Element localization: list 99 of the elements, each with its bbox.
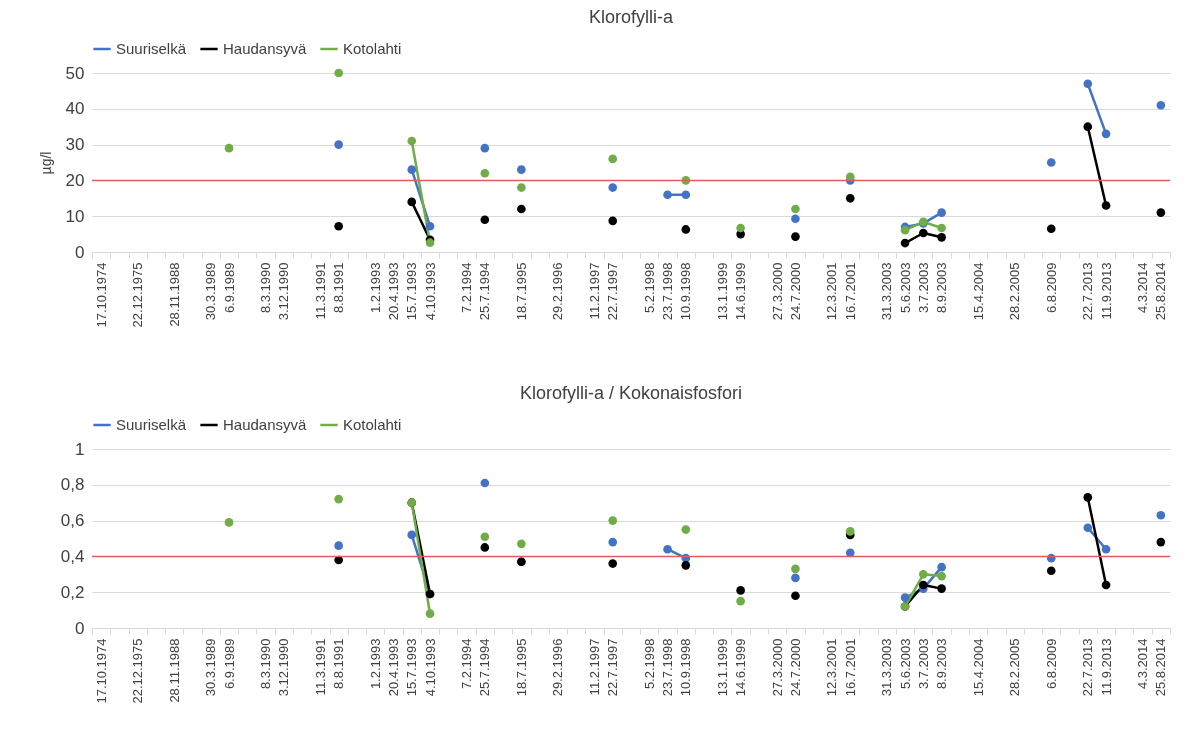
chart-title: Klorofylli-a / Kokonaisfosfori [519, 383, 743, 403]
x-tick-label: 30.3.1989 [203, 262, 219, 321]
x-tick-label: 4.3.2014 [1135, 262, 1151, 314]
legend-label: Suuriselkä [116, 40, 187, 57]
x-tick-label: 10.9.1998 [678, 638, 694, 697]
x-tick-label: 3.12.1990 [276, 262, 292, 321]
y-tick-label: 0,6 [60, 511, 85, 531]
x-tick-label: 11.9.2013 [1098, 638, 1114, 696]
x-tick-label: 25.8.2014 [1153, 638, 1169, 697]
x-tick-label: 14.6.1999 [733, 638, 749, 697]
x-tick-label: 5.2.1998 [641, 262, 657, 314]
y-tick-label: 50 [65, 63, 85, 83]
x-tick-label: 29.2.1996 [550, 638, 566, 697]
x-tick-label: 17.10.1974 [93, 262, 109, 328]
x-tick-label: 24.7.2000 [787, 638, 803, 697]
y-tick-label: 0,8 [60, 475, 85, 495]
x-tick-label: 12.3.2001 [824, 262, 840, 321]
x-tick-label: 28.11.1988 [166, 638, 182, 703]
x-tick-label: 18.7.1995 [513, 262, 529, 321]
x-tick-label: 13.1.1999 [714, 638, 730, 697]
legend-label: Kotolahti [343, 40, 402, 57]
x-tick-label: 23.7.1998 [660, 262, 676, 321]
x-tick-label: 5.6.2003 [897, 638, 913, 690]
x-tick-label: 6.8.2009 [1043, 638, 1059, 690]
y-tick-label: 0,4 [60, 546, 85, 566]
x-tick-label: 6.8.2009 [1043, 262, 1059, 314]
y-tick-label: 1 [75, 439, 85, 459]
x-tick-label: 11.9.2013 [1098, 262, 1114, 320]
legend-label: Haudansyvä [223, 40, 308, 57]
y-tick-label: 40 [65, 99, 85, 119]
x-tick-label: 8.3.1990 [258, 638, 274, 690]
x-tick-label: 8.9.2003 [934, 638, 950, 690]
x-tick-label: 8.3.1990 [258, 262, 274, 314]
y-axis-title: µg/l [37, 151, 54, 175]
x-tick-label: 16.7.2001 [842, 638, 858, 697]
y-tick-label: 0,2 [60, 582, 85, 602]
legend-label: Haudansyvä [223, 416, 308, 433]
x-tick-label: 31.3.2003 [879, 638, 895, 697]
x-tick-label: 22.7.2013 [1080, 262, 1096, 321]
y-tick-label: 0 [75, 242, 85, 262]
x-tick-label: 15.7.1993 [404, 638, 420, 697]
x-tick-label: 15.4.2004 [970, 638, 986, 697]
x-tick-label: 16.7.2001 [842, 262, 858, 321]
x-tick-label: 3.7.2003 [915, 638, 931, 690]
x-tick-label: 23.7.1998 [660, 638, 676, 697]
x-tick-label: 1.2.1993 [367, 262, 383, 314]
x-tick-label: 22.12.1975 [130, 262, 146, 328]
x-tick-label: 14.6.1999 [733, 262, 749, 321]
x-tick-label: 25.7.1994 [477, 638, 493, 697]
x-tick-label: 7.2.1994 [459, 262, 475, 314]
x-tick-label: 4.3.2014 [1135, 638, 1151, 690]
x-tick-label: 12.3.2001 [824, 638, 840, 697]
x-tick-label: 29.2.1996 [550, 262, 566, 321]
x-tick-label: 25.7.1994 [477, 262, 493, 321]
y-tick-label: 20 [65, 170, 85, 190]
x-tick-label: 11.2.1997 [586, 262, 602, 320]
x-tick-label: 25.8.2014 [1153, 262, 1169, 321]
x-tick-label: 20.4.1993 [385, 262, 401, 321]
x-tick-label: 3.12.1990 [276, 638, 292, 697]
x-tick-label: 20.4.1993 [385, 638, 401, 697]
x-tick-label: 22.7.1997 [605, 638, 621, 697]
x-tick-label: 28.2.2005 [1007, 262, 1023, 321]
x-tick-label: 11.3.1991 [312, 262, 328, 320]
x-tick-label: 27.3.2000 [769, 262, 785, 321]
x-tick-label: 8.8.1991 [331, 638, 347, 690]
x-tick-label: 31.3.2003 [879, 262, 895, 321]
y-tick-label: 0 [75, 618, 85, 638]
x-tick-label: 8.8.1991 [331, 262, 347, 314]
legend-label: Suuriselkä [116, 416, 187, 433]
x-tick-label: 22.7.1997 [605, 262, 621, 321]
x-tick-label: 27.3.2000 [769, 638, 785, 697]
x-tick-label: 30.3.1989 [203, 638, 219, 697]
x-tick-label: 6.9.1989 [221, 262, 237, 314]
x-tick-label: 15.4.2004 [970, 262, 986, 321]
x-tick-label: 11.3.1991 [312, 638, 328, 696]
x-tick-label: 4.10.1993 [422, 638, 438, 697]
x-tick-label: 8.9.2003 [934, 262, 950, 314]
x-tick-label: 7.2.1994 [459, 638, 475, 690]
x-tick-label: 17.10.1974 [93, 638, 109, 704]
x-tick-label: 28.11.1988 [166, 262, 182, 327]
x-tick-label: 24.7.2000 [787, 262, 803, 321]
x-tick-label: 5.2.1998 [641, 638, 657, 690]
x-tick-label: 3.7.2003 [915, 262, 931, 314]
x-tick-label: 13.1.1999 [714, 262, 730, 321]
x-tick-label: 5.6.2003 [897, 262, 913, 314]
x-tick-label: 15.7.1993 [404, 262, 420, 321]
chart-title: Klorofylli-a [588, 7, 674, 27]
x-tick-label: 1.2.1993 [367, 638, 383, 690]
x-tick-label: 6.9.1989 [221, 638, 237, 690]
legend-label: Kotolahti [343, 416, 402, 433]
x-tick-label: 22.7.2013 [1080, 638, 1096, 697]
x-tick-label: 11.2.1997 [586, 638, 602, 696]
x-tick-label: 28.2.2005 [1007, 638, 1023, 697]
y-tick-label: 30 [65, 135, 85, 155]
x-tick-label: 10.9.1998 [678, 262, 694, 321]
x-tick-label: 22.12.1975 [130, 638, 146, 704]
x-tick-label: 18.7.1995 [513, 638, 529, 697]
y-tick-label: 10 [65, 206, 85, 226]
x-tick-label: 4.10.1993 [422, 262, 438, 321]
